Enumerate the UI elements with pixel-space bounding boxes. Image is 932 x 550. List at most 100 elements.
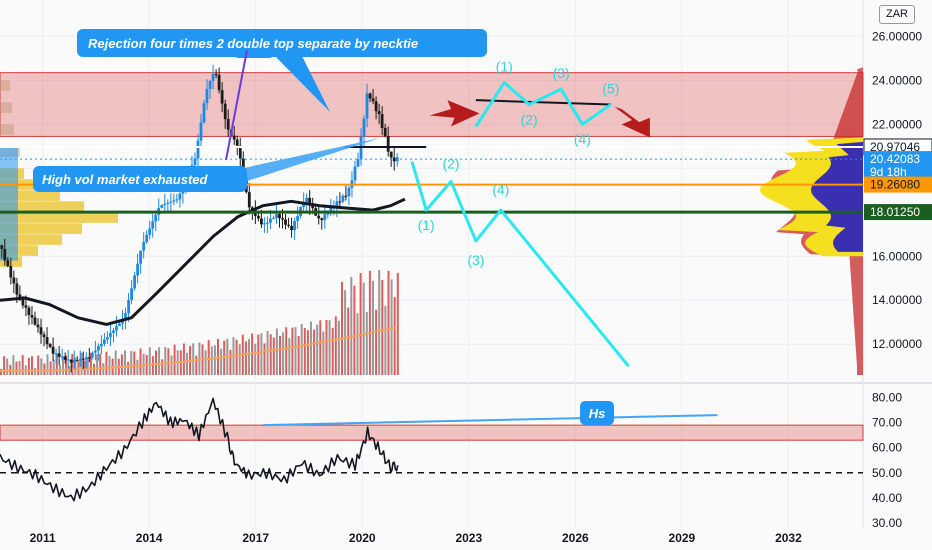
volume-profile-bin (0, 190, 60, 201)
candle-body (21, 298, 25, 306)
candle-body (100, 344, 103, 347)
bullish-wave-label: (2) (521, 111, 538, 127)
volume-bar (356, 313, 359, 375)
volume-bar (378, 270, 381, 375)
volume-profile-bin (0, 234, 62, 245)
volume-bar (341, 281, 343, 375)
volume-bar (347, 307, 350, 375)
candle-body (347, 187, 351, 196)
volume-bar (248, 339, 250, 375)
volume-bar (368, 270, 371, 375)
candle-body (235, 139, 239, 146)
candle-body (208, 80, 212, 89)
volume-bar (130, 351, 133, 375)
volume-bar (294, 327, 297, 375)
candle-body (6, 260, 10, 267)
candle-body (220, 90, 224, 104)
bearish-wave-label: (1) (418, 217, 435, 233)
candle-body (130, 288, 133, 300)
candle-body (311, 205, 315, 209)
x-tick-label: 2026 (562, 531, 589, 545)
bullish-wave-path (474, 81, 612, 128)
volume-bar (365, 311, 368, 375)
bearish-wave-path (410, 161, 630, 368)
volume-bar (359, 273, 362, 375)
candle-body (172, 200, 176, 202)
candle-body (42, 334, 46, 338)
candle-body (103, 339, 106, 344)
candle-body (151, 221, 155, 229)
volume-bar (220, 348, 223, 375)
volume-bar (263, 343, 266, 375)
volume-bar (52, 359, 55, 375)
candle-body (374, 101, 378, 112)
rsi-line (0, 397, 399, 502)
volume-bar (65, 355, 68, 375)
candle-body (290, 226, 293, 231)
arrow-right (429, 100, 480, 127)
currency-badge[interactable]: ZAR (879, 5, 915, 24)
y-tick-label: 12.00000 (872, 337, 922, 351)
candle-body (78, 358, 82, 361)
x-tick-label: 2020 (349, 531, 376, 545)
candle-body (272, 218, 275, 220)
rejection-callout-text: Rejection four times 2 double top separa… (88, 36, 418, 51)
bearish-wave-label: (4) (492, 182, 509, 198)
volume-bar (71, 354, 74, 375)
rsi-zone (0, 424, 864, 441)
y-axis-ticks: 12.0000014.0000016.0000018.0000020.00000… (872, 29, 922, 530)
volume-bar (3, 356, 6, 375)
candle-body (39, 327, 43, 335)
candle-body (386, 136, 390, 152)
poc-profile (811, 141, 863, 252)
volume-bar (102, 363, 105, 375)
candle-body (51, 346, 55, 354)
volume-bar (139, 348, 142, 375)
volume-profile-bin (0, 223, 82, 234)
candle-body (395, 157, 399, 162)
bullish-wave-label: (3) (553, 65, 570, 81)
candle-body (87, 357, 91, 359)
price-tag (864, 176, 932, 193)
bullish-wave-label: (1) (496, 59, 513, 75)
volume-bar (375, 309, 378, 375)
candle-body (389, 151, 393, 158)
candle-body (75, 360, 79, 362)
volume-bar (15, 361, 18, 375)
candle-body (353, 166, 357, 181)
volume-bar (83, 360, 86, 375)
price-tag-label: 20.97046 (870, 140, 920, 154)
candle-body (275, 214, 278, 219)
volume-bar (99, 353, 102, 375)
volume-bar (396, 273, 399, 375)
volume-bar (213, 345, 216, 375)
candle-body (356, 159, 360, 167)
candle-body (359, 136, 363, 160)
volume-bar (96, 354, 99, 375)
volume-profile-bin (0, 201, 84, 212)
candle-body (136, 263, 139, 276)
volume-bar (9, 364, 12, 375)
rsi-tick-label: 50.00 (872, 466, 902, 480)
candle-body (257, 215, 260, 219)
rsi-tick-label: 60.00 (872, 441, 902, 455)
x-tick-label: 2017 (242, 531, 269, 545)
volume-bar (62, 356, 64, 375)
candle-body (214, 74, 218, 76)
volume-bar (6, 358, 9, 375)
volume-bar (40, 358, 43, 375)
volume-bar (328, 320, 331, 375)
volume-bar (325, 320, 328, 375)
candle-body (60, 356, 64, 358)
candle-body (260, 218, 263, 225)
volume-bar (124, 350, 126, 375)
hs-callout-box (580, 401, 614, 425)
volume-profile-bin (0, 146, 18, 261)
arrow-down (614, 106, 650, 138)
price-axis[interactable] (863, 0, 932, 550)
volume-profile-bin (0, 212, 118, 223)
moving-average-line (0, 197, 406, 326)
volume-bar (158, 347, 161, 375)
